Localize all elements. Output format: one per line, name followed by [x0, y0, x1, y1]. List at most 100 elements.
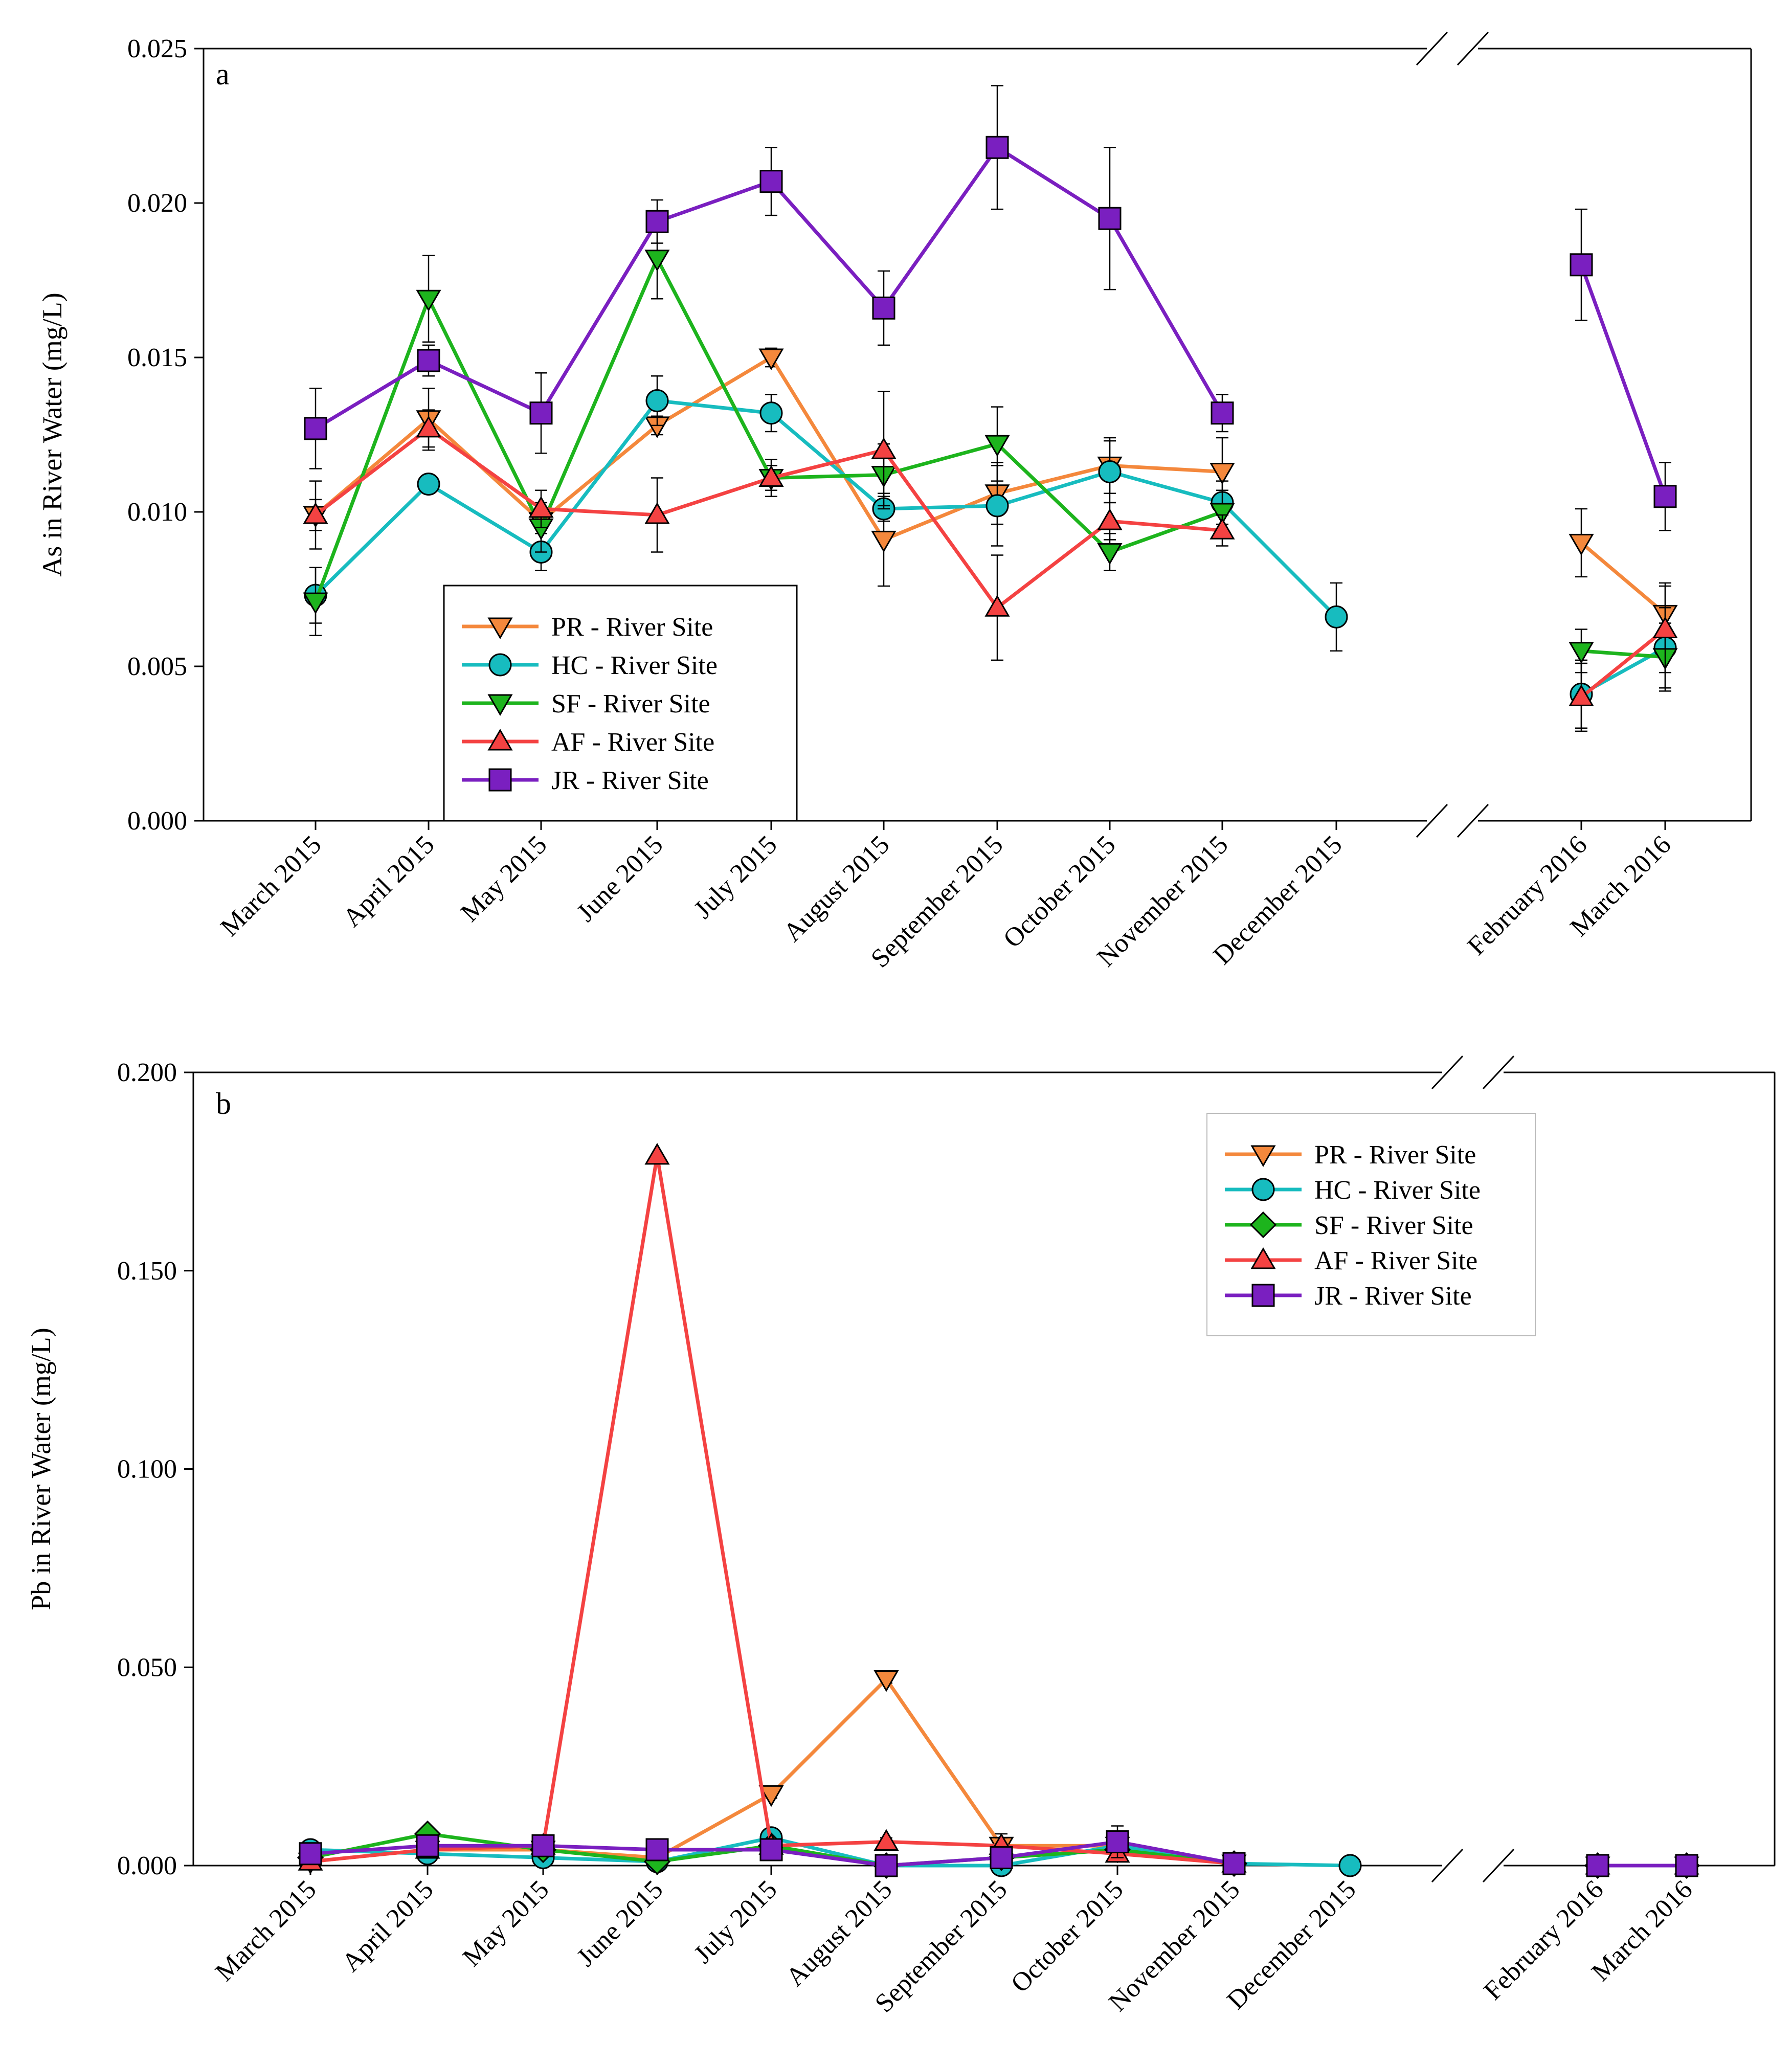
- y-tick-label: 0.150: [117, 1257, 177, 1286]
- data-point: [1097, 508, 1123, 530]
- data-point: [645, 210, 669, 233]
- data-point: [417, 349, 440, 372]
- legend-label: SF - River Site: [1314, 1211, 1473, 1240]
- data-point: [528, 496, 554, 518]
- data-point: [758, 348, 784, 370]
- y-axis-title: Pb in River Water (mg/L): [26, 1328, 56, 1610]
- legend: PR - River Site HC - River Site SF - River…: [443, 585, 798, 822]
- data-point: [1652, 616, 1678, 639]
- y-tick-label: 0.010: [127, 498, 187, 527]
- legend-marker: [1250, 1145, 1276, 1167]
- series-jr: [299, 1825, 1698, 1877]
- axis-break-slash: [1457, 803, 1489, 838]
- x-tick-label: August 2015: [780, 1875, 898, 1992]
- x-tick-label: March 2015: [215, 830, 327, 942]
- data-point: [759, 401, 783, 425]
- data-point: [1325, 605, 1348, 629]
- data-point: [1586, 1854, 1609, 1877]
- legend-label: HC - River Site: [1314, 1176, 1481, 1205]
- x-tick-label: May 2015: [457, 1875, 554, 1972]
- y-tick-label: 0.000: [127, 806, 187, 836]
- data-point: [531, 1834, 555, 1857]
- data-point: [417, 473, 440, 496]
- data-point: [1097, 543, 1123, 565]
- series-line: [314, 399, 1338, 618]
- x-tick-label: February 2016: [1462, 830, 1593, 961]
- data-point: [1653, 485, 1677, 508]
- data-point: [1098, 460, 1122, 483]
- series-line: [310, 1154, 1235, 1866]
- data-point: [1569, 684, 1594, 706]
- legend-label: SF - River Site: [551, 689, 710, 719]
- legend-marker: [488, 653, 512, 677]
- data-point: [990, 1846, 1013, 1869]
- legend: PR - River Site HC - River Site SF - River…: [1206, 1113, 1536, 1336]
- y-tick-label: 0.200: [117, 1058, 177, 1087]
- y-axis-title: As in River Water (mg/L): [37, 293, 68, 577]
- data-point: [872, 296, 895, 320]
- legend-marker: [1251, 1284, 1275, 1307]
- data-point: [759, 1838, 783, 1861]
- legend-label: JR - River Site: [551, 766, 709, 795]
- legend-marker: [1250, 1247, 1276, 1269]
- x-tick-label: August 2015: [778, 830, 895, 947]
- data-point: [1222, 1852, 1246, 1875]
- data-point: [1570, 253, 1593, 277]
- data-point: [644, 250, 670, 272]
- y-tick-label: 0.015: [127, 343, 187, 372]
- axis-break-slash: [1416, 31, 1448, 66]
- data-point: [299, 1842, 322, 1866]
- x-tick-label: February 2016: [1479, 1875, 1609, 2006]
- panel-b-chart: b 0.000 0.050 0.100 0.150 0.200 Pb in River Wa…: [26, 1055, 1776, 2018]
- panel-letter: b: [216, 1087, 231, 1120]
- y-tick-label: 0.020: [127, 189, 187, 218]
- axis-break-slash: [1431, 1848, 1464, 1883]
- legend-label: JR - River Site: [1314, 1282, 1472, 1311]
- panel-a-chart: a 0.000 0.005 0.010 0.015 0.020 0.025 As in Riv…: [37, 31, 1752, 973]
- data-point: [759, 170, 783, 193]
- data-point: [1211, 401, 1234, 425]
- data-point: [304, 417, 327, 440]
- data-point: [984, 595, 1010, 617]
- plot-frame: [192, 1055, 1776, 1883]
- panel-letter: a: [216, 57, 230, 91]
- x-tick-label: June 2015: [571, 830, 668, 927]
- data-point: [529, 401, 553, 425]
- data-point: [303, 592, 328, 615]
- legend-marker: [487, 694, 513, 716]
- series-line: [313, 257, 1223, 602]
- x-tick-label: March 2015: [210, 1875, 322, 1987]
- data-point: [1569, 642, 1594, 664]
- data-point: [873, 1829, 899, 1851]
- legend-marker: [487, 729, 513, 751]
- data-point: [873, 1670, 899, 1692]
- data-point: [1569, 533, 1594, 556]
- data-point: [416, 415, 441, 438]
- data-point: [984, 435, 1010, 457]
- data-point: [416, 1834, 439, 1857]
- y-tick-label: 0.100: [117, 1455, 177, 1484]
- data-point: [871, 530, 897, 553]
- data-point: [1209, 518, 1235, 540]
- legend-label: AF - River Site: [551, 728, 714, 757]
- data-point: [871, 437, 897, 459]
- series-line: [1581, 649, 1666, 659]
- y-tick-label: 0.000: [117, 1851, 177, 1880]
- series-jr: [304, 85, 1677, 531]
- series-line: [1580, 627, 1667, 699]
- y-tick-label: 0.050: [117, 1653, 177, 1682]
- data-point: [985, 136, 1009, 159]
- axis-break-slash: [1416, 803, 1448, 838]
- data-point: [1209, 462, 1235, 485]
- data-point: [758, 1785, 784, 1807]
- data-point: [645, 1838, 669, 1861]
- plot-frame: [203, 31, 1752, 838]
- legend-marker: [1251, 1178, 1275, 1201]
- x-tick-label: October 2015: [1005, 1875, 1129, 1998]
- data-point: [644, 502, 670, 524]
- legend-marker: [487, 617, 513, 639]
- axis-break-slash: [1482, 1055, 1515, 1090]
- data-point: [758, 465, 784, 487]
- data-point: [1106, 1830, 1129, 1853]
